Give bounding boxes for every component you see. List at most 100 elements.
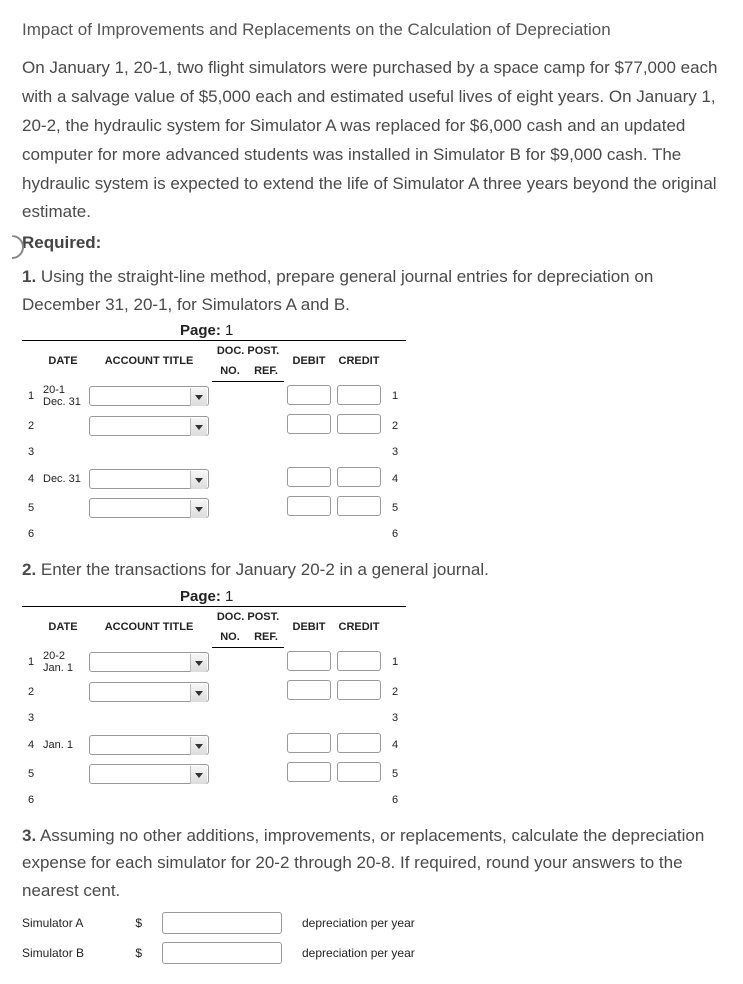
account-title-select[interactable] — [89, 386, 209, 406]
row-num-right: 5 — [384, 493, 406, 522]
row-num-left: 5 — [22, 759, 40, 788]
credit-input[interactable] — [337, 496, 381, 516]
row-date — [40, 706, 86, 730]
row-num-right: 5 — [384, 759, 406, 788]
hdr-debit: DEBIT — [284, 606, 334, 647]
journal-2: Page: 1 DATEACCOUNT TITLEDOC. POST.DEBIT… — [22, 588, 723, 813]
simulator-b-label: Simulator B — [22, 946, 112, 960]
credit-input[interactable] — [337, 414, 381, 434]
row-num-right: 3 — [384, 440, 406, 464]
journal-1-page-label: Page: 1 — [180, 322, 723, 339]
row-num-right: 2 — [384, 411, 406, 440]
debit-input[interactable] — [287, 385, 331, 405]
journal-1: Page: 1 DATEACCOUNT TITLEDOC. POST.DEBIT… — [22, 322, 723, 547]
hdr-date: DATE — [40, 340, 86, 381]
credit-input[interactable] — [337, 733, 381, 753]
debit-input[interactable] — [287, 762, 331, 782]
journal-2-page-label: Page: 1 — [180, 588, 723, 605]
account-title-select[interactable] — [89, 764, 209, 784]
row-num-left: 4 — [22, 464, 40, 493]
journal-row: 33 — [22, 706, 406, 730]
debit-input[interactable] — [287, 733, 331, 753]
intro-paragraph: On January 1, 20-1, two flight simulator… — [22, 54, 723, 227]
task-2-num: 2. — [22, 560, 36, 579]
hdr-credit: CREDIT — [334, 340, 384, 381]
task-2-text: Enter the transactions for January 20-2 … — [36, 560, 489, 579]
credit-input[interactable] — [337, 762, 381, 782]
simulator-b-row: Simulator B $ depreciation per year — [22, 942, 723, 964]
dollar-sign: $ — [132, 916, 142, 930]
row-date — [40, 493, 86, 522]
task-1-text: Using the straight-line method, prepare … — [22, 267, 653, 313]
hdr-no: NO. — [212, 361, 248, 382]
row-num-right: 6 — [384, 788, 406, 812]
journal-1-table: DATEACCOUNT TITLEDOC. POST.DEBITCREDIT NO… — [22, 340, 406, 547]
account-title-select[interactable] — [89, 498, 209, 518]
account-title-select[interactable] — [89, 416, 209, 436]
row-date — [40, 759, 86, 788]
simulator-a-row: Simulator A $ depreciation per year — [22, 912, 723, 934]
row-num-right: 1 — [384, 647, 406, 677]
row-date — [40, 522, 86, 546]
journal-row: 120-1Dec. 311 — [22, 381, 406, 411]
row-num-left: 1 — [22, 647, 40, 677]
row-date — [40, 677, 86, 706]
task-3-num: 3. — [22, 826, 36, 845]
hdr-doc-post: DOC. POST. — [212, 606, 284, 627]
row-num-left: 6 — [22, 522, 40, 546]
journal-row: 22 — [22, 677, 406, 706]
debit-input[interactable] — [287, 414, 331, 434]
row-num-left: 3 — [22, 706, 40, 730]
bullet-circle-icon — [0, 235, 24, 259]
required-heading: Required: — [22, 233, 723, 253]
row-num-left: 1 — [22, 381, 40, 411]
row-num-left: 2 — [22, 411, 40, 440]
journal-2-table: DATEACCOUNT TITLEDOC. POST.DEBITCREDIT NO… — [22, 606, 406, 813]
hdr-account-title: ACCOUNT TITLE — [86, 340, 212, 381]
debit-input[interactable] — [287, 680, 331, 700]
row-date: 20-2Jan. 1 — [40, 647, 86, 677]
row-date: Dec. 31 — [40, 464, 86, 493]
journal-row: 55 — [22, 759, 406, 788]
hdr-no: NO. — [212, 627, 248, 648]
task-3-text: Assuming no other additions, improvement… — [22, 826, 704, 899]
debit-input[interactable] — [287, 496, 331, 516]
account-title-select[interactable] — [89, 682, 209, 702]
hdr-ref: REF. — [248, 361, 284, 382]
credit-input[interactable] — [337, 467, 381, 487]
simulator-a-input[interactable] — [162, 912, 282, 934]
hdr-credit: CREDIT — [334, 606, 384, 647]
row-date — [40, 411, 86, 440]
row-num-right: 1 — [384, 381, 406, 411]
row-date: 20-1Dec. 31 — [40, 381, 86, 411]
journal-row: 66 — [22, 788, 406, 812]
row-date — [40, 440, 86, 464]
row-date: Jan. 1 — [40, 730, 86, 759]
row-num-right: 4 — [384, 730, 406, 759]
row-num-right: 4 — [384, 464, 406, 493]
journal-row: 4Dec. 314 — [22, 464, 406, 493]
row-date — [40, 788, 86, 812]
page-title: Impact of Improvements and Replacements … — [22, 20, 723, 40]
account-title-select[interactable] — [89, 735, 209, 755]
row-num-right: 3 — [384, 706, 406, 730]
hdr-account-title: ACCOUNT TITLE — [86, 606, 212, 647]
hdr-ref: REF. — [248, 627, 284, 648]
credit-input[interactable] — [337, 385, 381, 405]
journal-row: 22 — [22, 411, 406, 440]
row-num-left: 3 — [22, 440, 40, 464]
debit-input[interactable] — [287, 651, 331, 671]
debit-input[interactable] — [287, 467, 331, 487]
account-title-select[interactable] — [89, 652, 209, 672]
credit-input[interactable] — [337, 680, 381, 700]
row-num-left: 2 — [22, 677, 40, 706]
hdr-debit: DEBIT — [284, 340, 334, 381]
row-num-right: 2 — [384, 677, 406, 706]
task-1: 1. Using the straight-line method, prepa… — [22, 263, 723, 317]
hdr-date: DATE — [40, 606, 86, 647]
hdr-doc-post: DOC. POST. — [212, 340, 284, 361]
credit-input[interactable] — [337, 651, 381, 671]
simulator-b-input[interactable] — [162, 942, 282, 964]
simulator-b-trail: depreciation per year — [302, 946, 415, 960]
account-title-select[interactable] — [89, 469, 209, 489]
